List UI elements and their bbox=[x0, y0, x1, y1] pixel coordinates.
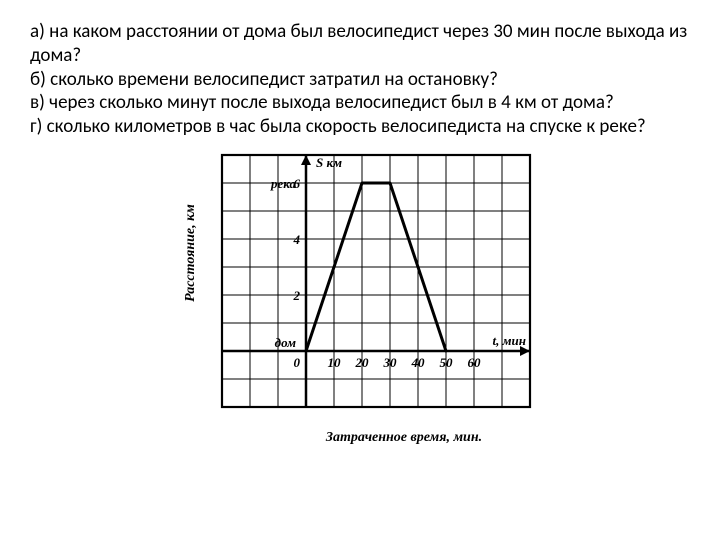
chart-container: 2461020304050600S кмt, минрекадомЗатраче… bbox=[30, 149, 690, 447]
svg-text:дом: дом bbox=[275, 335, 296, 350]
question-d: г) сколько километров в час была скорост… bbox=[30, 115, 690, 139]
question-block: а) на каком расстоянии от дома был велос… bbox=[30, 20, 690, 139]
svg-text:20: 20 bbox=[355, 355, 370, 370]
question-c: в) через сколько минут после выхода вело… bbox=[30, 91, 690, 115]
svg-text:Затраченное время, мин.: Затраченное время, мин. bbox=[325, 430, 482, 445]
svg-text:50: 50 bbox=[440, 355, 454, 370]
svg-text:60: 60 bbox=[468, 355, 482, 370]
svg-text:30: 30 bbox=[383, 355, 398, 370]
svg-text:10: 10 bbox=[328, 355, 342, 370]
question-a: а) на каком расстоянии от дома был велос… bbox=[30, 20, 690, 68]
question-b: б) сколько времени велосипедист затратил… bbox=[30, 68, 690, 92]
svg-text:40: 40 bbox=[411, 355, 426, 370]
distance-time-chart: 2461020304050600S кмt, минрекадомЗатраче… bbox=[180, 149, 540, 447]
svg-text:4: 4 bbox=[293, 232, 301, 247]
svg-text:река: река bbox=[270, 176, 297, 191]
svg-text:Расстояние, км: Расстояние, км bbox=[183, 204, 198, 302]
svg-text:S км: S км bbox=[316, 155, 342, 170]
svg-text:2: 2 bbox=[293, 288, 301, 303]
svg-text:t, мин: t, мин bbox=[493, 333, 526, 348]
svg-text:0: 0 bbox=[294, 355, 301, 370]
